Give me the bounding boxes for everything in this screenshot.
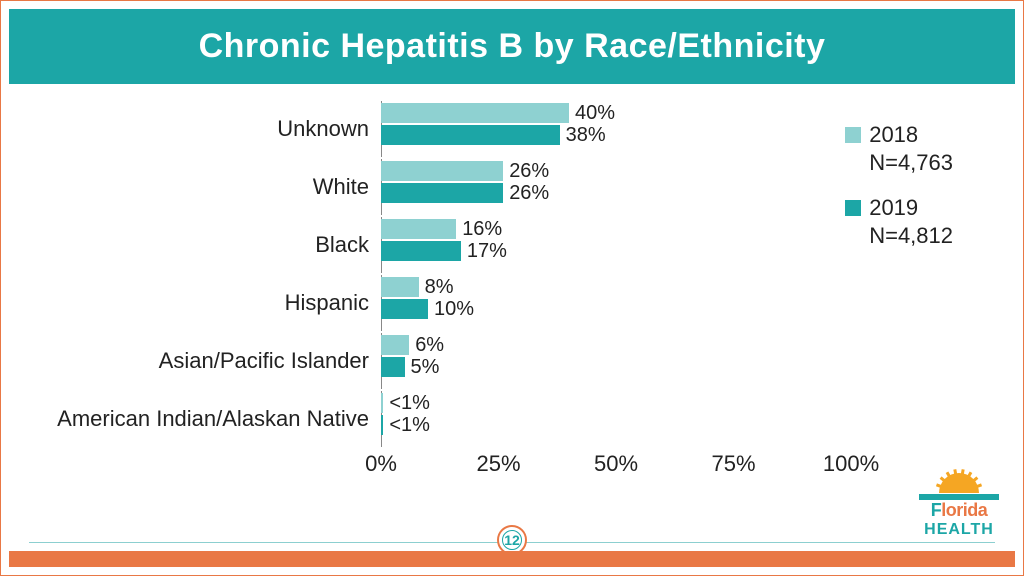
- bar-value-label: 26%: [509, 182, 549, 205]
- legend-label: 2018N=4,763: [869, 121, 953, 176]
- slide: Chronic Hepatitis B by Race/Ethnicity Un…: [0, 0, 1024, 576]
- legend-label: 2019N=4,812: [869, 194, 953, 249]
- category-label: White: [31, 174, 381, 200]
- legend-item: 2018N=4,763: [845, 121, 953, 176]
- chart-row: Asian/Pacific Islander6%5%: [31, 333, 851, 389]
- bar: 17%: [381, 241, 461, 261]
- bar-group: 26%26%: [381, 159, 851, 215]
- chart-row: American Indian/Alaskan Native<1%<1%: [31, 391, 851, 447]
- footer-bar: [9, 551, 1015, 567]
- chart-row: White26%26%: [31, 159, 851, 215]
- x-tick-label: 50%: [594, 451, 638, 477]
- bar-value-label: 5%: [411, 356, 440, 379]
- bar-value-label: <1%: [389, 392, 430, 415]
- bar: 40%: [381, 103, 569, 123]
- category-label: American Indian/Alaskan Native: [31, 406, 381, 432]
- bar: 8%: [381, 277, 419, 297]
- bar-group: 40%38%: [381, 101, 851, 157]
- bar: 5%: [381, 357, 405, 377]
- florida-health-logo: Florida HEALTH: [919, 467, 999, 539]
- bar: 26%: [381, 183, 503, 203]
- bar-chart: Unknown40%38%White26%26%Black16%17%Hispa…: [31, 101, 851, 501]
- bar-group: <1%<1%: [381, 391, 851, 447]
- bar-value-label: 16%: [462, 218, 502, 241]
- bar-group: 16%17%: [381, 217, 851, 273]
- category-label: Hispanic: [31, 290, 381, 316]
- bar-value-label: 8%: [425, 276, 454, 299]
- logo-text-florida: Florida: [919, 500, 999, 521]
- bar-value-label: 40%: [575, 102, 615, 125]
- bar-value-label: 10%: [434, 298, 474, 321]
- bar: 10%: [381, 299, 428, 319]
- category-label: Unknown: [31, 116, 381, 142]
- bar-value-label: 17%: [467, 240, 507, 263]
- bar-value-label: 6%: [415, 334, 444, 357]
- sun-icon: [934, 467, 984, 493]
- bar-group: 6%5%: [381, 333, 851, 389]
- x-tick-label: 100%: [823, 451, 879, 477]
- x-tick-label: 0%: [365, 451, 397, 477]
- category-label: Asian/Pacific Islander: [31, 348, 381, 374]
- bar: 26%: [381, 161, 503, 181]
- bar-group: 8%10%: [381, 275, 851, 331]
- chart-row: Unknown40%38%: [31, 101, 851, 157]
- bar-value-label: 26%: [509, 160, 549, 183]
- bar-value-label: <1%: [389, 414, 430, 437]
- chart-row: Hispanic8%10%: [31, 275, 851, 331]
- bar: 6%: [381, 335, 409, 355]
- legend-swatch-icon: [845, 127, 861, 143]
- x-tick-label: 75%: [711, 451, 755, 477]
- logo-text-health: HEALTH: [919, 521, 999, 539]
- page-title: Chronic Hepatitis B by Race/Ethnicity: [19, 27, 1005, 66]
- legend: 2018N=4,763 2019N=4,812: [845, 121, 953, 267]
- title-bar: Chronic Hepatitis B by Race/Ethnicity: [9, 9, 1015, 84]
- bar: 16%: [381, 219, 456, 239]
- bar: <1%: [381, 415, 383, 435]
- page-number: 12: [504, 532, 520, 548]
- chart-row: Black16%17%: [31, 217, 851, 273]
- legend-swatch-icon: [845, 200, 861, 216]
- category-label: Black: [31, 232, 381, 258]
- bar-value-label: 38%: [566, 124, 606, 147]
- legend-item: 2019N=4,812: [845, 194, 953, 249]
- x-tick-label: 25%: [476, 451, 520, 477]
- bar: 38%: [381, 125, 560, 145]
- bar: <1%: [381, 393, 383, 413]
